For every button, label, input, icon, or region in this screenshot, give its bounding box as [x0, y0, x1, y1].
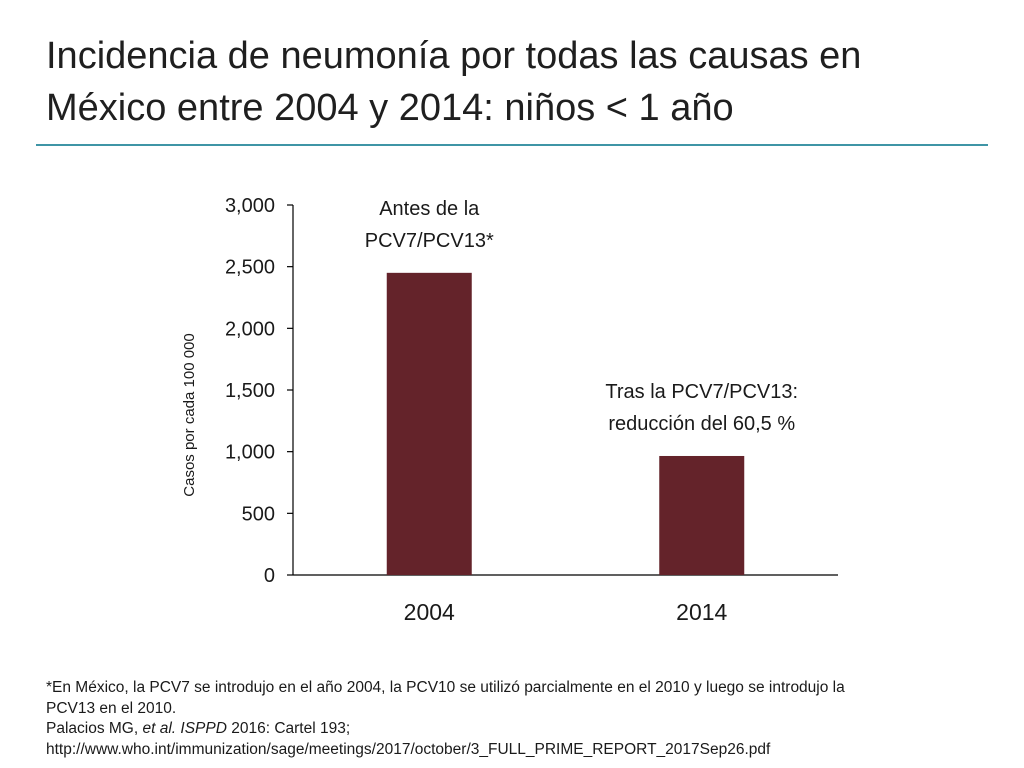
y-tick-label: 2,500	[225, 257, 275, 279]
y-tick-label: 1,000	[225, 442, 275, 464]
reference-etal: et al.	[142, 720, 177, 737]
y-axis-title: Casos por cada 100 000	[181, 333, 198, 496]
bar-2014	[659, 455, 745, 575]
slide-title: Incidencia de neumonía por todas las cau…	[46, 30, 986, 134]
bar-chart: 0 500 1,000 1,500 2,000 2,500 3,000 Casos por c…	[181, 195, 838, 625]
title-line-1: Incidencia de neumonía por todas las cau…	[46, 35, 862, 77]
y-tick-label: 1,500	[225, 380, 275, 402]
reference-poster: 2016: Cartel 193;	[226, 720, 351, 737]
x-tick-label: 2004	[404, 599, 455, 625]
footnote-url: http://www.who.int/immunization/sage/mee…	[46, 740, 771, 758]
bar-annotation: Tras la PCV7/PCV13:	[605, 381, 798, 403]
bar-2004	[386, 272, 472, 575]
footnote-reference: Palacios MG, et al. ISPPD 2016: Cartel 1…	[46, 719, 986, 740]
y-tick-label: 0	[264, 565, 275, 587]
title-line-2: México entre 2004 y 2014: niños < 1 año	[46, 87, 734, 129]
title-divider	[36, 144, 988, 146]
bar-annotation: PCV7/PCV13*	[365, 230, 494, 252]
footnote-line-1: *En México, la PCV7 se introdujo en el a…	[46, 679, 845, 696]
bar-annotation: Antes de la	[379, 198, 480, 220]
reference-author: Palacios MG,	[46, 720, 143, 737]
footnote-line-2: PCV13 en el 2010.	[46, 699, 177, 717]
y-tick-label: 500	[242, 503, 275, 525]
y-tick-label: 2,000	[225, 318, 275, 340]
footnote: *En México, la PCV7 se introdujo en el a…	[46, 678, 986, 760]
bar-annotation: reducción del 60,5 %	[608, 413, 795, 435]
x-tick-label: 2014	[676, 599, 727, 625]
y-tick-label: 3,000	[225, 195, 275, 217]
reference-conference: ISPPD	[180, 720, 227, 737]
